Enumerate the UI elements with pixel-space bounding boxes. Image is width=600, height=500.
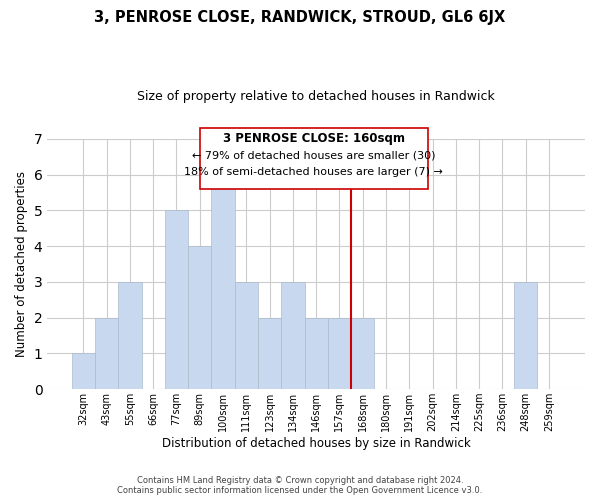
- Bar: [165, 210, 188, 389]
- Y-axis label: Number of detached properties: Number of detached properties: [15, 171, 28, 357]
- Text: ← 79% of detached houses are smaller (30): ← 79% of detached houses are smaller (30…: [192, 150, 436, 160]
- Bar: [188, 246, 211, 389]
- Bar: [514, 282, 537, 389]
- X-axis label: Distribution of detached houses by size in Randwick: Distribution of detached houses by size …: [162, 437, 470, 450]
- Bar: [95, 318, 118, 389]
- Text: 18% of semi-detached houses are larger (7) →: 18% of semi-detached houses are larger (…: [184, 168, 443, 177]
- Bar: [351, 318, 374, 389]
- Text: 3, PENROSE CLOSE, RANDWICK, STROUD, GL6 6JX: 3, PENROSE CLOSE, RANDWICK, STROUD, GL6 …: [94, 10, 506, 25]
- Bar: [118, 282, 142, 389]
- Bar: [328, 318, 351, 389]
- Bar: [281, 282, 305, 389]
- Bar: [235, 282, 258, 389]
- Bar: [211, 174, 235, 389]
- Text: 3 PENROSE CLOSE: 160sqm: 3 PENROSE CLOSE: 160sqm: [223, 132, 405, 145]
- Text: Contains HM Land Registry data © Crown copyright and database right 2024.
Contai: Contains HM Land Registry data © Crown c…: [118, 476, 482, 495]
- Bar: [258, 318, 281, 389]
- Bar: [305, 318, 328, 389]
- Title: Size of property relative to detached houses in Randwick: Size of property relative to detached ho…: [137, 90, 495, 103]
- Bar: [72, 354, 95, 389]
- FancyBboxPatch shape: [200, 128, 428, 189]
